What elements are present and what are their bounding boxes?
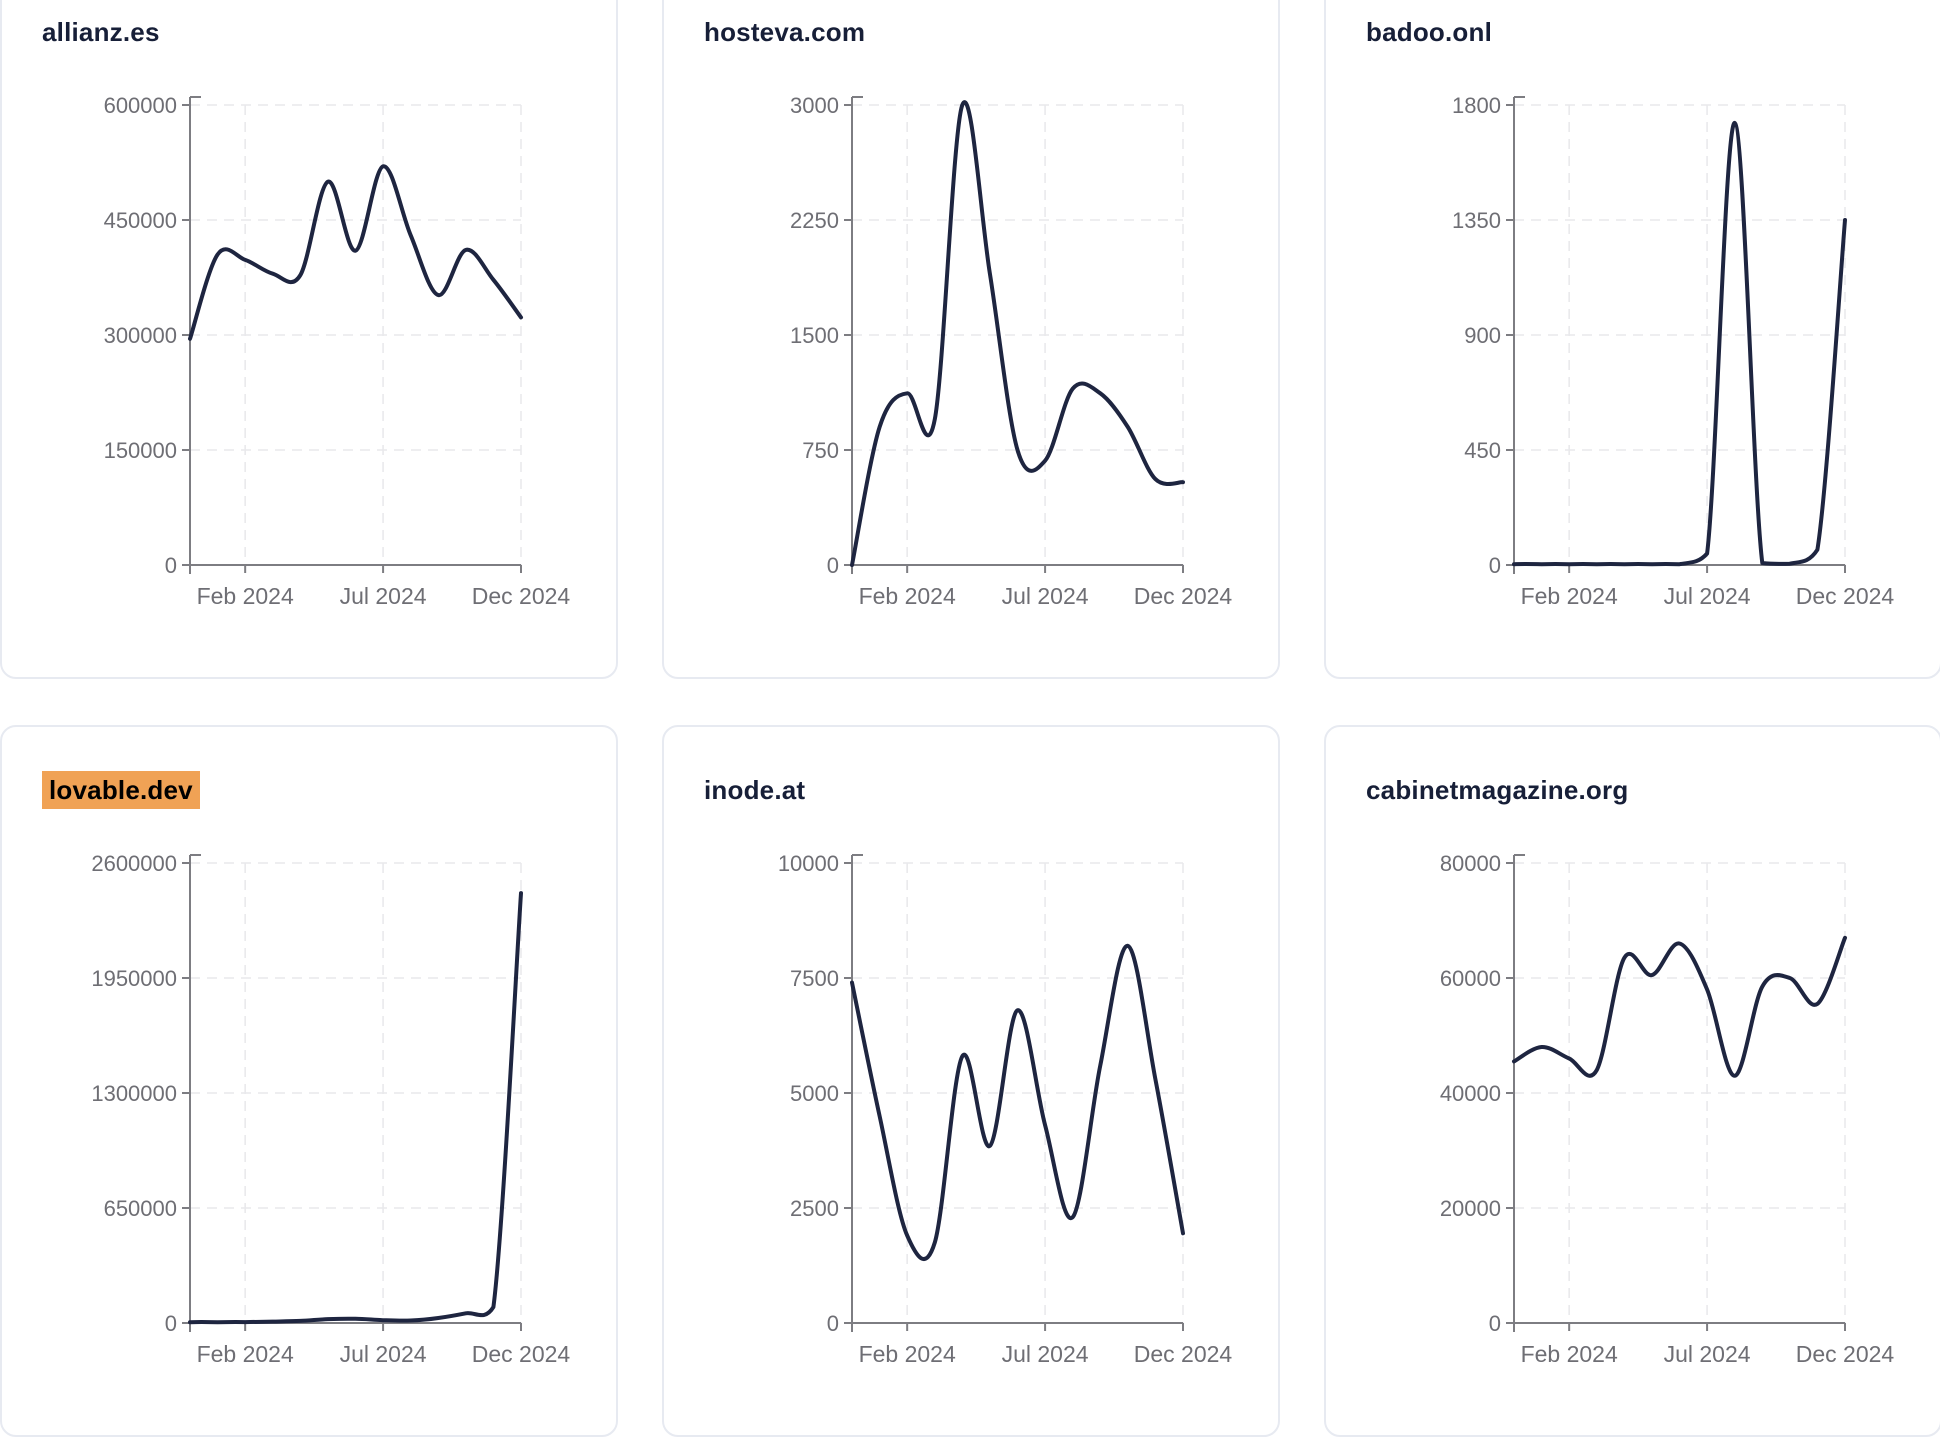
y-axis-tick-label: 0 [1489,1311,1501,1336]
traffic-line-chart: 0 150000 300000 450000 600000 Feb 2024 Jul 202… [104,93,571,609]
gridlines [852,104,1184,565]
axes [1506,854,1846,1332]
domain-title: inode.at [704,775,806,805]
traffic-line [850,100,1185,567]
y-axis-tick-label: 40000 [1440,1081,1501,1106]
tick-labels: 0 750 1500 2250 3000 Feb 2024 Jul 2024 Dec 2024 [790,93,1232,609]
domain-chart-card-badoo: badoo.onl 0 450 900 1350 1800 Feb 2024 Jul 202… [1324,0,1940,679]
y-axis-tick-label: 1350 [1452,208,1501,233]
tick-labels: 0 450 900 1350 1800 Feb 2024 Jul 2024 Dec 2024 [1452,93,1894,609]
x-axis-tick-label: Feb 2024 [1521,1341,1618,1367]
card-title-row: hosteva.com [700,13,1242,51]
domain-title: hosteva.com [704,17,866,47]
x-axis-tick-label: Feb 2024 [859,1341,956,1367]
traffic-line [1512,935,1847,1078]
traffic-line [188,891,523,1325]
x-axis-tick-label: Feb 2024 [859,583,956,609]
x-axis-tick-label: Dec 2024 [472,1341,571,1367]
card-title-row: badoo.onl [1362,13,1904,51]
gridlines [190,104,522,565]
domain-title-highlighted: lovable.dev [42,771,200,809]
traffic-line [850,943,1185,1261]
y-axis-tick-label: 60000 [1440,966,1501,991]
y-axis-tick-label: 0 [1489,553,1501,578]
domain-chart-card-lovable: lovable.dev 0 650000 1300000 1950000 2600000… [0,725,618,1437]
gridlines [1514,862,1846,1323]
gridlines [852,862,1184,1323]
x-axis-tick-label: Jul 2024 [1002,1341,1089,1367]
traffic-line-chart: 0 750 1500 2250 3000 Feb 2024 Jul 2024 Dec 2024 [790,93,1232,609]
y-axis-tick-label: 2250 [790,208,839,233]
x-axis-tick-label: Jul 2024 [1002,583,1089,609]
traffic-line-chart: 0 450 900 1350 1800 Feb 2024 Jul 2024 Dec 2024 [1452,93,1894,609]
y-axis-tick-label: 7500 [790,966,839,991]
y-axis-tick-label: 0 [827,1311,839,1336]
x-axis-tick-label: Jul 2024 [1664,583,1751,609]
x-axis-tick-label: Dec 2024 [1796,583,1895,609]
x-axis-tick-label: Dec 2024 [472,583,571,609]
y-axis-tick-label: 10000 [778,851,839,876]
domain-chart-card-allianz: allianz.es 0 150000 300000 450000 600000 Feb … [0,0,618,679]
x-axis-tick-label: Jul 2024 [340,583,427,609]
y-axis-tick-label: 650000 [104,1196,177,1221]
y-axis-tick-label: 150000 [104,438,177,463]
tick-labels: 0 650000 1300000 1950000 2600000 Feb 2024 Jul … [91,851,570,1367]
x-axis-tick-label: Jul 2024 [1664,1341,1751,1367]
gridlines [1514,104,1846,565]
y-axis-tick-label: 20000 [1440,1196,1501,1221]
y-axis-tick-label: 2500 [790,1196,839,1221]
y-axis-tick-label: 1950000 [91,966,177,991]
y-axis-tick-label: 1800 [1452,93,1501,118]
y-axis-tick-label: 0 [165,1311,177,1336]
domain-chart-card-cabinetmagazine: cabinetmagazine.org 0 20000 40000 60000 8000… [1324,725,1940,1437]
x-axis-tick-label: Feb 2024 [1521,583,1618,609]
y-axis-tick-label: 5000 [790,1081,839,1106]
tick-labels: 0 20000 40000 60000 80000 Feb 2024 Jul 2024 Dec… [1440,851,1895,1367]
traffic-line-chart: 0 2500 5000 7500 10000 Feb 2024 Jul 2024 Dec 20… [778,851,1233,1367]
y-axis-tick-label: 300000 [104,323,177,348]
tick-labels: 0 2500 5000 7500 10000 Feb 2024 Jul 2024 Dec 20… [778,851,1233,1367]
y-axis-tick-label: 1300000 [91,1081,177,1106]
y-axis-tick-label: 0 [827,553,839,578]
y-axis-tick-label: 2600000 [91,851,177,876]
card-title-row: inode.at [700,771,1242,809]
gridlines [190,862,522,1323]
domain-chart-card-inode: inode.at 0 2500 5000 7500 10000 Feb 2024 Jul 2… [662,725,1280,1437]
traffic-line [188,164,523,341]
y-axis-tick-label: 450 [1464,438,1501,463]
axes [844,96,1184,574]
traffic-line-chart: 0 650000 1300000 1950000 2600000 Feb 2024 Jul … [91,851,570,1367]
x-axis-tick-label: Jul 2024 [340,1341,427,1367]
x-axis-tick-label: Dec 2024 [1796,1341,1895,1367]
domain-title: allianz.es [42,17,160,47]
domain-title: cabinetmagazine.org [1366,775,1629,805]
card-title-row: cabinetmagazine.org [1362,771,1904,809]
x-axis-tick-label: Dec 2024 [1134,1341,1233,1367]
x-axis-tick-label: Feb 2024 [197,583,294,609]
tick-labels: 0 150000 300000 450000 600000 Feb 2024 Jul 202… [104,93,571,609]
y-axis-tick-label: 3000 [790,93,839,118]
y-axis-tick-label: 600000 [104,93,177,118]
y-axis-tick-label: 1500 [790,323,839,348]
y-axis-tick-label: 80000 [1440,851,1501,876]
domain-title: badoo.onl [1366,17,1492,47]
y-axis-tick-label: 900 [1464,323,1501,348]
y-axis-tick-label: 450000 [104,208,177,233]
card-title-row: allianz.es [38,13,580,51]
x-axis-tick-label: Dec 2024 [1134,583,1233,609]
x-axis-tick-label: Feb 2024 [197,1341,294,1367]
axes [844,854,1184,1332]
traffic-line [1512,120,1847,567]
card-title-row: lovable.dev [38,771,580,809]
y-axis-tick-label: 750 [802,438,839,463]
domain-chart-card-hosteva: hosteva.com 0 750 1500 2250 3000 Feb 2024 Jul … [662,0,1280,679]
traffic-line-chart: 0 20000 40000 60000 80000 Feb 2024 Jul 2024 Dec… [1440,851,1895,1367]
y-axis-tick-label: 0 [165,553,177,578]
